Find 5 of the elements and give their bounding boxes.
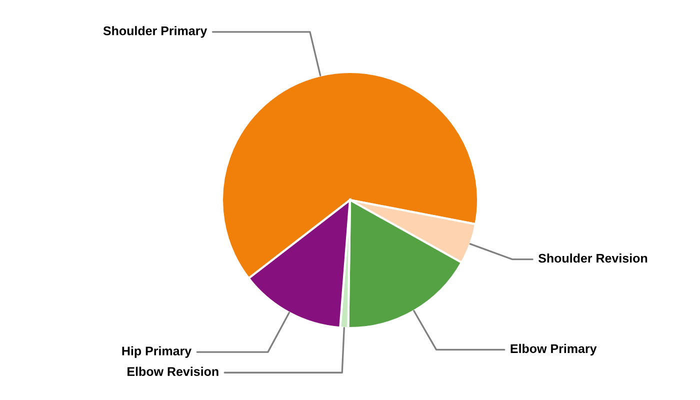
slice-label: Shoulder Revision (538, 254, 648, 263)
slice-label: Shoulder Primary (103, 26, 208, 38)
slice-label: Hip Primary (122, 346, 192, 358)
slice-label: Elbow Revision (128, 366, 218, 376)
slice-label: Elbow Primary (510, 344, 597, 356)
